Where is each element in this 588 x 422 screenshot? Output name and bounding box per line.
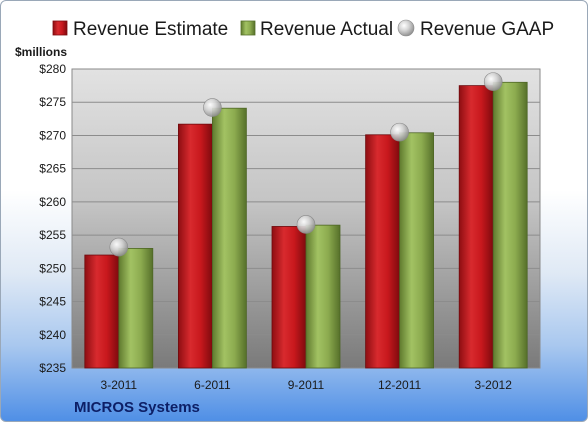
bar-revenue-actual — [492, 81, 528, 369]
legend-swatch-gaap — [397, 19, 415, 37]
legend-label-estimate: Revenue Estimate — [73, 19, 228, 40]
x-tick-label: 3-2011 — [101, 378, 138, 392]
legend: Revenue Estimate Revenue Actual Revenue … — [52, 19, 554, 40]
gaap-markers — [109, 72, 503, 257]
marker-revenue-gaap — [483, 72, 503, 91]
bar-revenue-estimate — [84, 254, 120, 369]
y-tick-label: $250 — [39, 261, 66, 275]
legend-item-actual: Revenue Actual — [240, 19, 393, 40]
y-tick-label: $265 — [39, 162, 66, 176]
bar-revenue-actual — [305, 224, 341, 369]
y-tick-label: $235 — [39, 361, 66, 375]
bar-revenue-estimate — [365, 134, 401, 369]
bar-revenue-estimate — [458, 85, 494, 369]
bar-revenue-actual — [211, 107, 247, 369]
y-tick-labels: $235 $240 $245 $250 $255 $260 $265 $270 $275 $280 — [39, 62, 66, 375]
y-tick-label: $260 — [39, 195, 66, 209]
legend-swatch-estimate — [52, 20, 68, 36]
company-name-label: MICROS Systems — [74, 399, 200, 416]
bar-revenue-actual — [118, 247, 154, 369]
y-tick-label: $275 — [39, 95, 66, 109]
bar-revenue-estimate — [177, 123, 213, 369]
marker-revenue-gaap — [296, 215, 316, 234]
y-tick-label: $280 — [39, 62, 66, 76]
x-tick-label: 12-2011 — [378, 378, 421, 392]
y-tick-label: $240 — [39, 328, 66, 342]
x-tick-labels: 3-2011 6-2011 9-2011 12-2011 3-2012 — [101, 378, 513, 392]
marker-revenue-gaap — [203, 98, 222, 117]
y-tick-label: $270 — [39, 128, 66, 142]
legend-label-actual: Revenue Actual — [260, 19, 393, 40]
legend-label-gaap: Revenue GAAP — [420, 19, 554, 40]
y-tick-label: $255 — [39, 228, 66, 242]
x-tick-label: 9-2011 — [288, 378, 325, 392]
legend-swatch-actual — [240, 20, 256, 36]
y-axis-unit-label: $millions — [15, 45, 67, 59]
bar-revenue-actual — [399, 132, 435, 369]
legend-item-estimate: Revenue Estimate — [52, 19, 228, 40]
marker-revenue-gaap — [390, 122, 409, 142]
marker-revenue-gaap — [109, 237, 129, 257]
legend-item-gaap: Revenue GAAP — [397, 19, 554, 40]
y-tick-label: $245 — [39, 295, 66, 309]
bars — [84, 81, 528, 369]
x-tick-label: 6-2011 — [194, 378, 231, 392]
bar-revenue-estimate — [271, 226, 307, 369]
x-tick-label: 3-2012 — [475, 378, 513, 392]
